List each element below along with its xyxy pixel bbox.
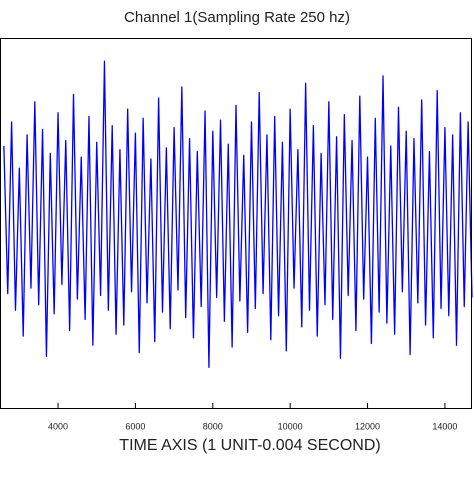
x-tick-label: 8000 <box>203 421 223 431</box>
plot-area <box>3 60 473 369</box>
x-tick-label: 14000 <box>432 421 457 431</box>
axes-box <box>0 38 472 409</box>
signal-line <box>3 60 473 369</box>
x-tick-label: 4000 <box>48 421 68 431</box>
chart-title: Channel 1(Sampling Rate 250 hz) <box>124 9 350 26</box>
x-axis-label: TIME AXIS (1 UNIT-0.004 SECOND) <box>119 437 380 454</box>
x-tick-label: 12000 <box>355 421 380 431</box>
x-tick-label: 10000 <box>278 421 303 431</box>
x-tick-label: 6000 <box>125 421 145 431</box>
